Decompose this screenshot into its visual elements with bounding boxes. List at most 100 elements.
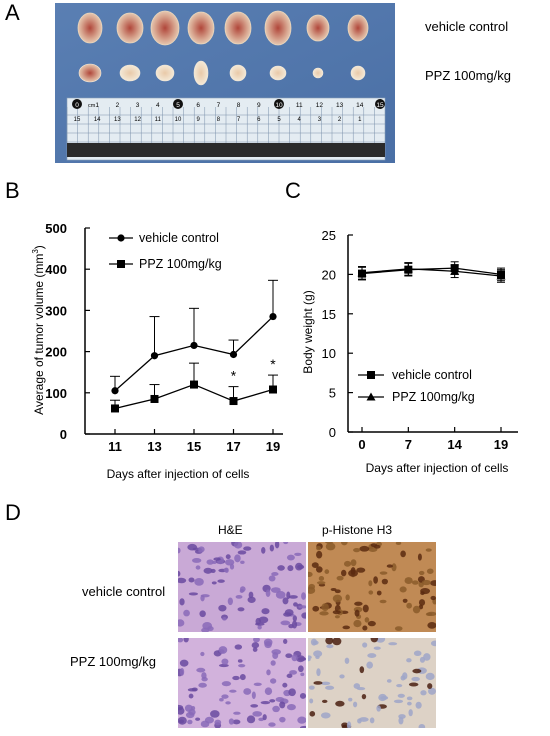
ruler-number: 9 — [257, 102, 261, 109]
chart-b-xtick: 15 — [187, 439, 201, 454]
chart-c-ytick: 20 — [322, 267, 336, 282]
micrograph-he-vehicle — [178, 542, 306, 632]
ruler-number: 4 — [156, 102, 160, 109]
tumor-ppz — [193, 60, 209, 86]
ruler-number-reverse: 4 — [298, 117, 302, 123]
ruler-number: 5 — [176, 102, 180, 109]
chart-b-legend-label: vehicle control — [139, 231, 219, 245]
chart-tumor-volume: 0 100 200 300 400 500 11 13 15 17 19 * * vehicle con… — [31, 221, 283, 481]
chart-b-point — [229, 397, 238, 406]
ruler-number-reverse: 10 — [175, 117, 182, 123]
chart-c-point — [496, 271, 506, 280]
tumor-vehicle — [187, 11, 215, 45]
chart-b-xtick: 19 — [266, 439, 280, 454]
micrograph-phh3-vehicle — [308, 542, 436, 632]
ruler-number: 0 — [75, 102, 79, 109]
tumor-ppz — [312, 67, 324, 79]
ruler-number: 3 — [136, 102, 140, 109]
chart-b-point — [111, 404, 119, 413]
chart-c-legend-label: vehicle control — [392, 368, 472, 382]
ruler-number-reverse: 2 — [338, 117, 342, 123]
chart-b-xtick: 11 — [108, 439, 122, 454]
ruler-number-reverse: 7 — [237, 117, 241, 123]
chart-b-ytick: 300 — [45, 303, 67, 318]
chart-c-series-line-0 — [361, 267, 502, 276]
chart-b-point — [229, 350, 238, 359]
chart-c-point — [403, 264, 413, 273]
chart-b-xlabel: Days after injection of cells — [107, 467, 250, 481]
chart-b-point — [111, 387, 119, 395]
tumor-vehicle — [224, 11, 252, 45]
chart-b-ytick: 0 — [60, 427, 67, 442]
chart-b-point — [269, 385, 277, 394]
photo-label-ppz: PPZ 100mg/kg — [425, 68, 511, 83]
chart-b-errorbar — [149, 316, 160, 356]
chart-b-legend: vehicle control PPZ 100mg/kg — [109, 231, 222, 271]
ruler-number-reverse: 9 — [197, 117, 201, 123]
chart-body-weight: 0 5 10 15 20 25 0 7 14 19 vehicle control PPZ 100m… — [301, 228, 518, 475]
photo-label-vehicle: vehicle control — [425, 19, 509, 34]
tumor-row-ppz — [78, 60, 366, 86]
ruler-number: 2 — [116, 102, 120, 109]
chart-c-xtick: 19 — [494, 437, 508, 452]
ruler-unit: cm — [88, 103, 96, 109]
ruler-grid — [66, 107, 385, 143]
tumor-vehicle — [150, 10, 180, 46]
chart-b-legend-marker — [117, 260, 125, 268]
ruler-number: 10 — [275, 102, 283, 109]
chart-b-ytick: 100 — [45, 386, 67, 401]
ruler-number-reverse: 12 — [134, 117, 141, 123]
ruler-number-reverse: 15 — [74, 117, 81, 123]
ruler-number: 11 — [296, 102, 303, 109]
ruler-number: 12 — [316, 102, 324, 109]
chart-c-legend-label: PPZ 100mg/kg — [392, 390, 475, 404]
chart-c-xtick: 7 — [405, 437, 412, 452]
chart-b-errorbar — [189, 307, 199, 346]
chart-b-ytick: 500 — [45, 221, 67, 236]
ruler-number-reverse: 14 — [94, 117, 101, 123]
chart-b-ytick: 400 — [45, 262, 67, 277]
tumor-vehicle — [264, 10, 292, 46]
chart-c-xlabel: Days after injection of cells — [366, 461, 509, 475]
tumor-ppz — [229, 64, 247, 82]
chart-c-xtick: 14 — [447, 437, 462, 452]
chart-c-point — [450, 266, 460, 275]
micro-row-label-ppz: PPZ 100mg/kg — [70, 654, 156, 669]
tumor-ppz — [269, 65, 287, 81]
chart-c-ytick: 5 — [329, 386, 336, 401]
chart-b-point — [269, 312, 277, 321]
ruler-number-reverse: 13 — [114, 117, 121, 123]
chart-b-point — [150, 394, 159, 403]
panel-label-a: A — [5, 0, 20, 25]
ruler-number-reverse: 8 — [217, 117, 221, 123]
chart-c-legend-marker — [366, 392, 376, 401]
chart-b-xtick: 17 — [226, 439, 240, 454]
chart-b-errorbar — [268, 279, 278, 317]
chart-b-ylabel: Average of tumor volume (mm3) — [31, 245, 46, 415]
micrograph-phh3-ppz — [308, 638, 436, 728]
chart-c-ytick: 10 — [322, 346, 336, 361]
chart-c-ylabel: Body weight (g) — [301, 290, 315, 373]
tumor-vehicle — [77, 12, 103, 44]
tumor-ppz — [119, 64, 141, 82]
chart-c-xtick: 0 — [358, 437, 365, 452]
ruler-number-reverse: 5 — [277, 117, 281, 123]
chart-b-point — [190, 380, 198, 389]
chart-c-legend: vehicle control PPZ 100mg/kg — [358, 368, 475, 404]
tumor-ppz — [350, 65, 366, 81]
micro-row-label-vehicle: vehicle control — [82, 584, 166, 599]
ruler-number: 8 — [237, 102, 241, 109]
ruler-number: 7 — [217, 102, 221, 109]
micrograph-he-ppz — [178, 638, 306, 728]
panel-label-b: B — [5, 178, 20, 203]
tumor-ppz — [155, 64, 175, 82]
chart-c-ytick: 15 — [322, 307, 336, 322]
ruler-number: 6 — [196, 102, 200, 109]
chart-c-series-line-1 — [361, 268, 502, 277]
chart-b-legend-marker — [117, 234, 125, 242]
ruler-number-reverse: 1 — [358, 117, 362, 123]
ruler-number-reverse: 11 — [155, 117, 162, 123]
ruler-number: 13 — [336, 102, 344, 109]
chart-b-point — [150, 352, 159, 360]
